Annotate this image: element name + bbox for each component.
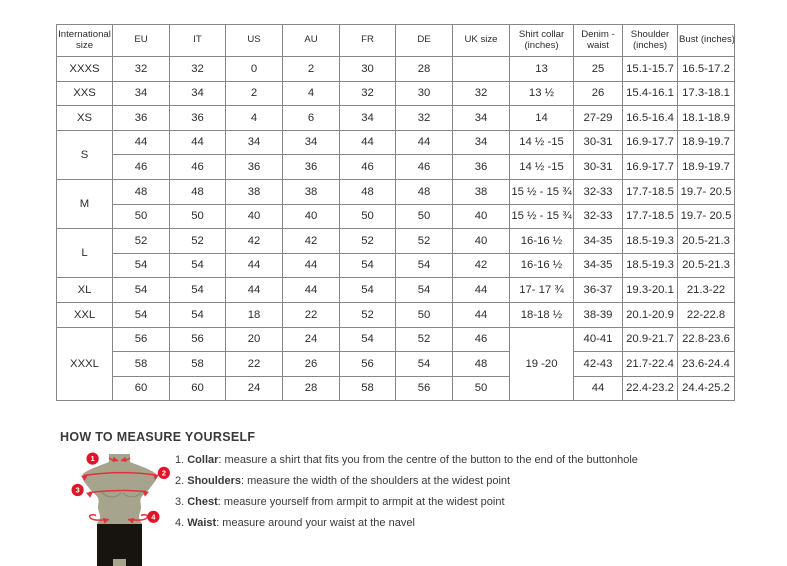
svg-text:3: 3 [75,486,79,495]
svg-text:2: 2 [162,469,166,478]
